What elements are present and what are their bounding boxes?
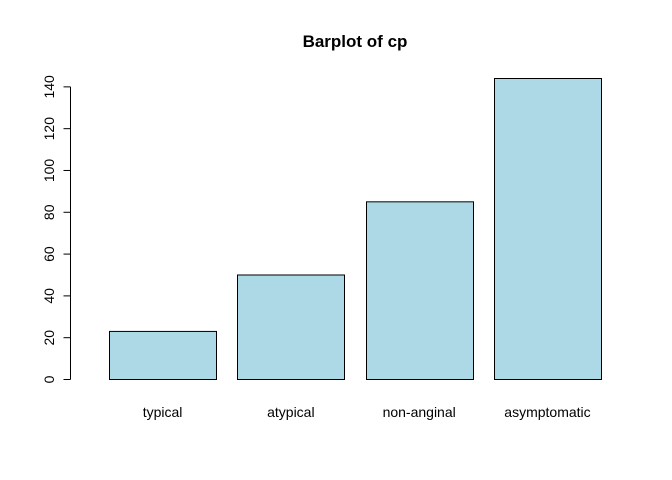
y-tick-label: 0 (41, 375, 57, 383)
bar-typical (109, 330, 217, 381)
bar-non-anginal (366, 201, 474, 380)
y-tick-label: 120 (41, 117, 57, 141)
y-tick-label: 40 (41, 288, 57, 304)
y-tick-label: 20 (41, 330, 57, 346)
y-axis: 0 20 40 60 80 100 120 140 (41, 75, 71, 383)
bar-asymptomatic (494, 78, 602, 380)
x-tick-labels: typical atypical non-anginal asymptomatic (143, 404, 591, 420)
y-tick-label: 100 (41, 159, 57, 183)
chart-title: Barplot of cp (303, 32, 408, 51)
y-tick-label: 60 (41, 246, 57, 262)
x-tick-label: atypical (267, 404, 314, 420)
bars-group (109, 78, 602, 381)
x-tick-label: asymptomatic (504, 404, 590, 420)
x-tick-label: non-anginal (383, 404, 456, 420)
y-tick-label: 140 (41, 75, 57, 99)
y-tick-label: 80 (41, 204, 57, 220)
bar-atypical (237, 274, 345, 380)
x-tick-label: typical (143, 404, 183, 420)
